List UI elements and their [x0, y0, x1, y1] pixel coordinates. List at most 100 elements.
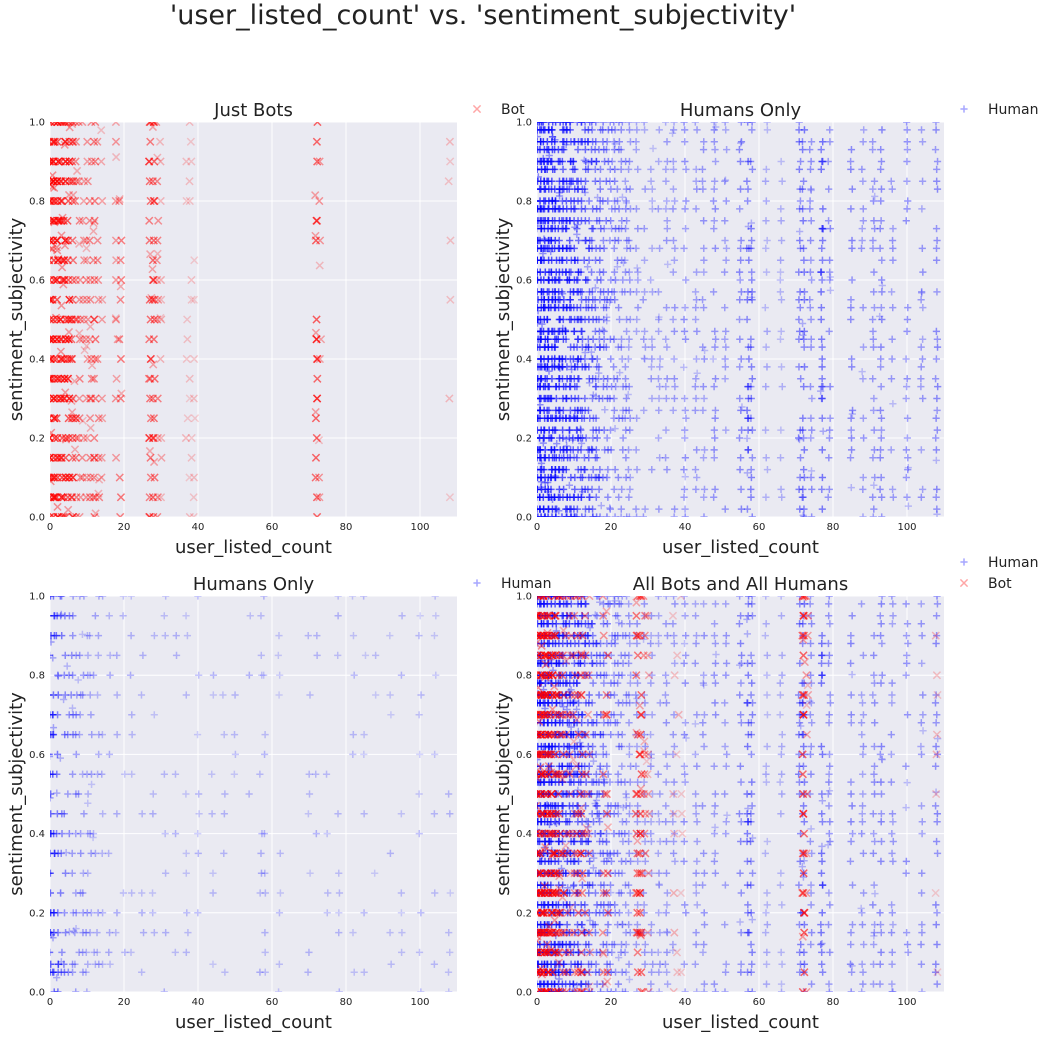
human-point [669, 315, 677, 324]
bot-point [599, 611, 608, 620]
bot-point [82, 473, 91, 482]
human-point [721, 881, 729, 889]
bot-point [111, 196, 120, 206]
human-point [208, 810, 216, 818]
human-point [604, 770, 612, 778]
human-point [869, 335, 877, 343]
human-point [98, 731, 107, 739]
human-point [737, 837, 745, 846]
human-point [588, 288, 596, 296]
human-point [889, 600, 897, 608]
human-point [933, 596, 941, 600]
human-point [551, 138, 559, 146]
bot-point [566, 869, 575, 878]
human-point [548, 133, 557, 141]
bot-point [585, 948, 595, 957]
human-point [610, 375, 618, 383]
bot-point [71, 315, 80, 324]
human-point [581, 122, 589, 126]
human-point [607, 711, 615, 719]
human-point [577, 837, 585, 846]
human-point [622, 802, 630, 810]
human-point [647, 679, 655, 687]
bot-point [94, 475, 104, 484]
human-point [796, 857, 804, 865]
human-point [736, 185, 745, 193]
human-point [607, 968, 615, 976]
human-point [878, 288, 886, 296]
human-point [711, 177, 719, 185]
human-point [603, 513, 611, 517]
human-point [776, 778, 784, 786]
human-point [553, 440, 561, 448]
human-point [799, 146, 807, 154]
human-point [415, 948, 424, 956]
human-point [747, 968, 755, 976]
human-point [618, 217, 626, 225]
human-point [662, 205, 670, 213]
human-point [89, 833, 97, 842]
bot-point [551, 928, 561, 937]
human-point [669, 810, 677, 818]
human-point [737, 505, 745, 513]
human-point [625, 960, 633, 968]
human-point [826, 268, 834, 276]
human-point [869, 406, 878, 414]
human-point [648, 205, 656, 213]
human-point [602, 837, 611, 846]
human-point [647, 750, 655, 758]
human-point [578, 770, 586, 778]
human-point [846, 960, 855, 968]
human-point [800, 513, 808, 517]
human-point [558, 473, 567, 482]
human-point [614, 980, 622, 988]
human-point [581, 466, 589, 474]
bot-point [187, 453, 196, 462]
human-point [195, 671, 203, 679]
human-point [597, 830, 605, 838]
human-point [693, 711, 701, 719]
human-point [737, 288, 745, 296]
human-point [573, 596, 582, 600]
human-point [641, 699, 649, 707]
human-point [230, 731, 239, 739]
subplot-title: Humans Only [680, 100, 802, 121]
human-point [589, 864, 597, 872]
human-point [700, 493, 708, 501]
human-point [622, 199, 631, 207]
bot-point [80, 256, 89, 265]
y-tick-label: 0.6 [29, 276, 45, 287]
human-point [602, 671, 610, 679]
human-point [578, 288, 586, 296]
human-point [75, 731, 84, 739]
bot-point [558, 893, 567, 902]
bot-point [552, 869, 561, 878]
human-point [807, 473, 815, 482]
bot-point [537, 968, 541, 977]
bot-point [157, 315, 166, 324]
human-point [778, 383, 786, 391]
human-point [611, 639, 619, 648]
human-point [623, 513, 631, 517]
human-point [869, 454, 877, 462]
human-point [585, 493, 593, 501]
human-point [95, 596, 103, 600]
bot-point [55, 216, 65, 225]
human-point [859, 414, 867, 422]
human-point [90, 948, 98, 956]
human-point [807, 467, 816, 475]
human-point [193, 731, 202, 739]
human-point [870, 940, 878, 949]
human-point [818, 750, 827, 758]
human-point [172, 651, 181, 659]
human-point [699, 679, 707, 687]
human-point [574, 818, 582, 826]
bot-point [312, 493, 322, 502]
human-point [933, 394, 941, 403]
human-point [654, 810, 663, 818]
human-point [593, 434, 601, 442]
human-point [578, 731, 586, 739]
human-point [762, 929, 770, 937]
bot-point [87, 361, 97, 370]
bot-point [146, 122, 155, 127]
